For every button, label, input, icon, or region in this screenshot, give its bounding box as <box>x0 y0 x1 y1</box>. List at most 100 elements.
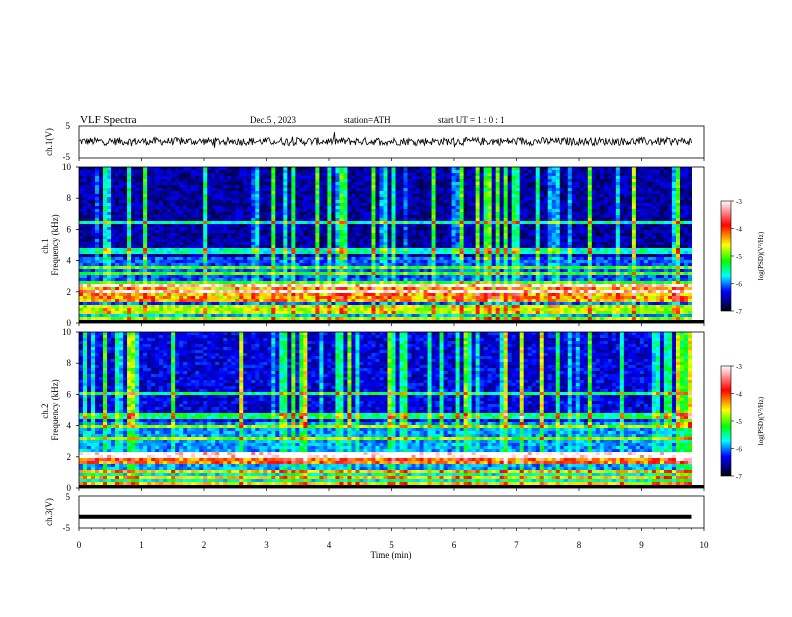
spectrogram-cell <box>295 281 300 285</box>
spectrogram-cell <box>359 185 364 189</box>
spectrogram-cell <box>403 167 408 171</box>
spectrogram-cell <box>439 251 444 255</box>
spectrogram-cell <box>99 194 104 198</box>
spectrogram-cell <box>459 296 464 300</box>
spectrogram-cell <box>443 263 448 267</box>
spectrogram-cell <box>427 233 432 237</box>
spectrogram-cell <box>127 263 132 267</box>
spectrogram-cell <box>131 194 136 198</box>
spectrogram-cell <box>439 314 444 318</box>
spectrogram-cell <box>347 278 352 282</box>
spectrogram-cell <box>195 227 200 231</box>
spectrogram-cell <box>311 224 316 228</box>
spectrogram-cell <box>431 242 436 246</box>
spectrogram-cell <box>279 305 284 309</box>
spectrogram-cell <box>351 218 356 222</box>
spectrogram-cell <box>247 239 252 243</box>
spectrogram-cell <box>287 242 292 246</box>
spectrogram-cell <box>271 179 276 183</box>
spectrogram-cell <box>187 305 192 309</box>
spectrogram-cell <box>363 299 368 303</box>
spectrogram-cell <box>303 281 308 285</box>
spectrogram-cell <box>283 188 288 192</box>
spectrogram-cell <box>107 200 112 204</box>
spectrogram-cell <box>251 296 256 300</box>
spectrogram-cell <box>443 242 448 246</box>
spectrogram-cell <box>423 296 428 300</box>
spectrogram-cell <box>247 221 252 225</box>
spectrogram-cell <box>423 263 428 267</box>
spectrogram-cell <box>307 305 312 309</box>
spectrogram-cell <box>231 188 236 192</box>
spectrogram-cell <box>87 254 92 258</box>
spectrogram-cell <box>107 263 112 267</box>
spectrogram-cell <box>79 215 84 219</box>
spectrogram-cell <box>335 284 340 288</box>
spectrogram-cell <box>287 287 292 291</box>
spectrogram-cell <box>367 296 372 300</box>
spectrogram-cell <box>99 311 104 315</box>
spectrogram-cell <box>227 227 232 231</box>
spectrogram-cell <box>435 275 440 279</box>
spectrogram-cell <box>99 263 104 267</box>
spectrogram-cell <box>135 272 140 276</box>
spectrogram-cell <box>251 272 256 276</box>
spectrogram-cell <box>375 176 380 180</box>
spectrogram-cell <box>155 302 160 306</box>
spectrogram-cell <box>191 281 196 285</box>
spectrogram-cell <box>131 314 136 318</box>
spectrogram-cell <box>223 308 228 312</box>
spectrogram-cell <box>159 218 164 222</box>
spectrogram-cell <box>399 290 404 294</box>
spectrogram-cell <box>431 296 436 300</box>
spectrogram-cell <box>115 287 120 291</box>
spectrogram-cell <box>211 302 216 306</box>
spectrogram-cell <box>79 257 84 261</box>
spectrogram-cell <box>359 281 364 285</box>
spectrogram-cell <box>291 200 296 204</box>
spectrogram-cell <box>423 200 428 204</box>
spectrogram-cell <box>439 191 444 195</box>
spectrogram-cell <box>419 251 424 255</box>
spectrogram-cell <box>271 278 276 282</box>
spectrogram-cell <box>87 179 92 183</box>
spectrogram-cell <box>207 308 212 312</box>
spectrogram-cell <box>235 200 240 204</box>
spectrogram-cell <box>339 311 344 315</box>
spectrogram-cell <box>195 182 200 186</box>
spectrogram-cell <box>171 194 176 198</box>
spectrogram-cell <box>399 200 404 204</box>
spectrogram-cell <box>279 236 284 240</box>
spectrogram-cell <box>411 242 416 246</box>
spectrogram-cell <box>315 254 320 258</box>
spectrogram-cell <box>247 293 252 297</box>
spectrogram-cell <box>367 311 372 315</box>
spectrogram-cell <box>123 209 128 213</box>
spectrogram-cell <box>435 269 440 273</box>
spectrogram-cell <box>451 293 456 297</box>
spectrogram-cell <box>351 290 356 294</box>
spectrogram-cell <box>303 296 308 300</box>
spectrogram-cell <box>139 263 144 267</box>
spectrogram-cell <box>375 269 380 273</box>
spectrogram-cell <box>111 230 116 234</box>
spectrogram-cell <box>171 176 176 180</box>
spectrogram-cell <box>167 269 172 273</box>
spectrogram-cell <box>131 269 136 273</box>
spectrogram-cell <box>151 215 156 219</box>
spectrogram-cell <box>423 224 428 228</box>
spectrogram-cell <box>415 170 420 174</box>
spectrogram-cell <box>215 248 220 252</box>
spectrogram-cell <box>359 305 364 309</box>
spectrogram-cell <box>255 296 260 300</box>
spectrogram-cell <box>163 182 168 186</box>
spectrogram-cell <box>155 209 160 213</box>
spectrogram-cell <box>223 236 228 240</box>
spectrogram-cell <box>439 227 444 231</box>
spectrogram-cell <box>131 176 136 180</box>
spectrogram-cell <box>119 215 124 219</box>
spectrogram-cell <box>243 239 248 243</box>
spectrogram-cell <box>215 317 220 321</box>
spectrogram-cell <box>331 209 336 213</box>
spectrogram-cell <box>235 230 240 234</box>
